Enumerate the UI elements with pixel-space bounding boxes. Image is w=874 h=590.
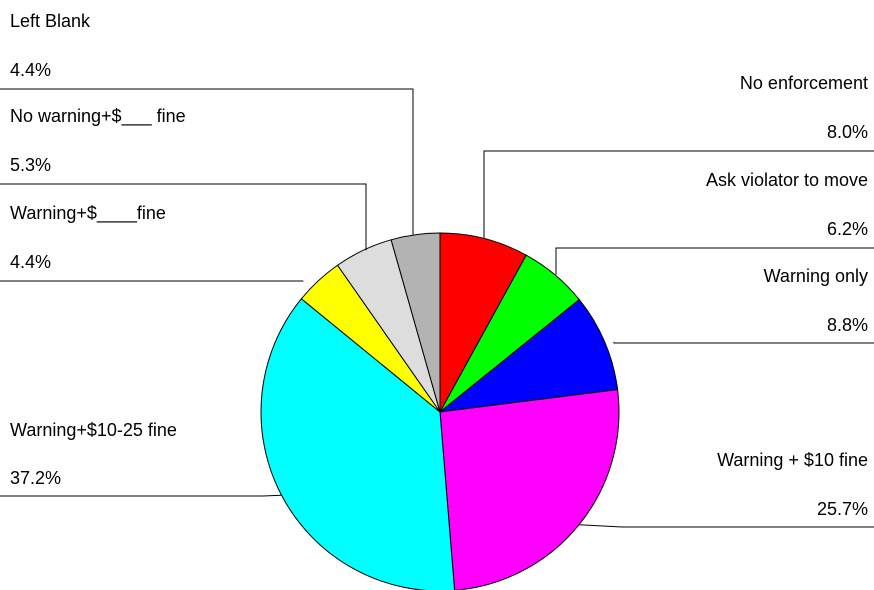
leader-line-warning-only xyxy=(613,341,874,344)
value-left-blank: 4.4% xyxy=(10,60,51,80)
value-no-enforcement: 8.0% xyxy=(827,122,868,142)
label-ask-violator-to-move: Ask violator to move xyxy=(706,170,868,190)
pie-slice-warning-only xyxy=(438,298,619,413)
value-warning-blank-fine: 4.4% xyxy=(10,252,51,272)
value-no-warning-blank-fine: 5.3% xyxy=(10,155,51,175)
leader-line-no-warning-blank-fine xyxy=(0,183,367,251)
label-warning-10-fine: Warning + $10 fine xyxy=(717,450,868,470)
leader-lines xyxy=(0,88,874,528)
label-no-warning-blank-fine: No warning+$___ fine xyxy=(10,106,186,127)
leader-line-ask-violator-to-move xyxy=(555,247,874,275)
value-warning-10-fine: 25.7% xyxy=(817,499,868,519)
leader-line-warning-10-25-fine xyxy=(0,494,282,497)
pie-slice-no-enforcement xyxy=(439,232,527,413)
value-warning-10-25-fine: 37.2% xyxy=(10,468,61,488)
value-warning-only: 8.8% xyxy=(827,315,868,335)
value-ask-violator-to-move: 6.2% xyxy=(827,219,868,239)
pie-slice-warning-10-25-fine xyxy=(260,298,456,590)
pie-slice-warning-10-fine xyxy=(439,389,620,590)
leader-line-left-blank xyxy=(0,88,414,235)
label-warning-blank-fine: Warning+$____fine xyxy=(10,203,166,224)
pie-slices xyxy=(260,232,620,590)
leader-line-no-enforcement xyxy=(483,150,874,239)
label-left-blank: Left Blank xyxy=(10,11,91,31)
slice-labels: No enforcement 8.0% Ask violator to move… xyxy=(10,11,868,519)
pie-slice-left-blank xyxy=(390,232,441,413)
label-no-enforcement: No enforcement xyxy=(740,73,868,93)
label-warning-10-25-fine: Warning+$10-25 fine xyxy=(10,420,177,440)
leader-line-warning-10-fine xyxy=(578,524,874,528)
label-warning-only: Warning only xyxy=(764,266,868,286)
